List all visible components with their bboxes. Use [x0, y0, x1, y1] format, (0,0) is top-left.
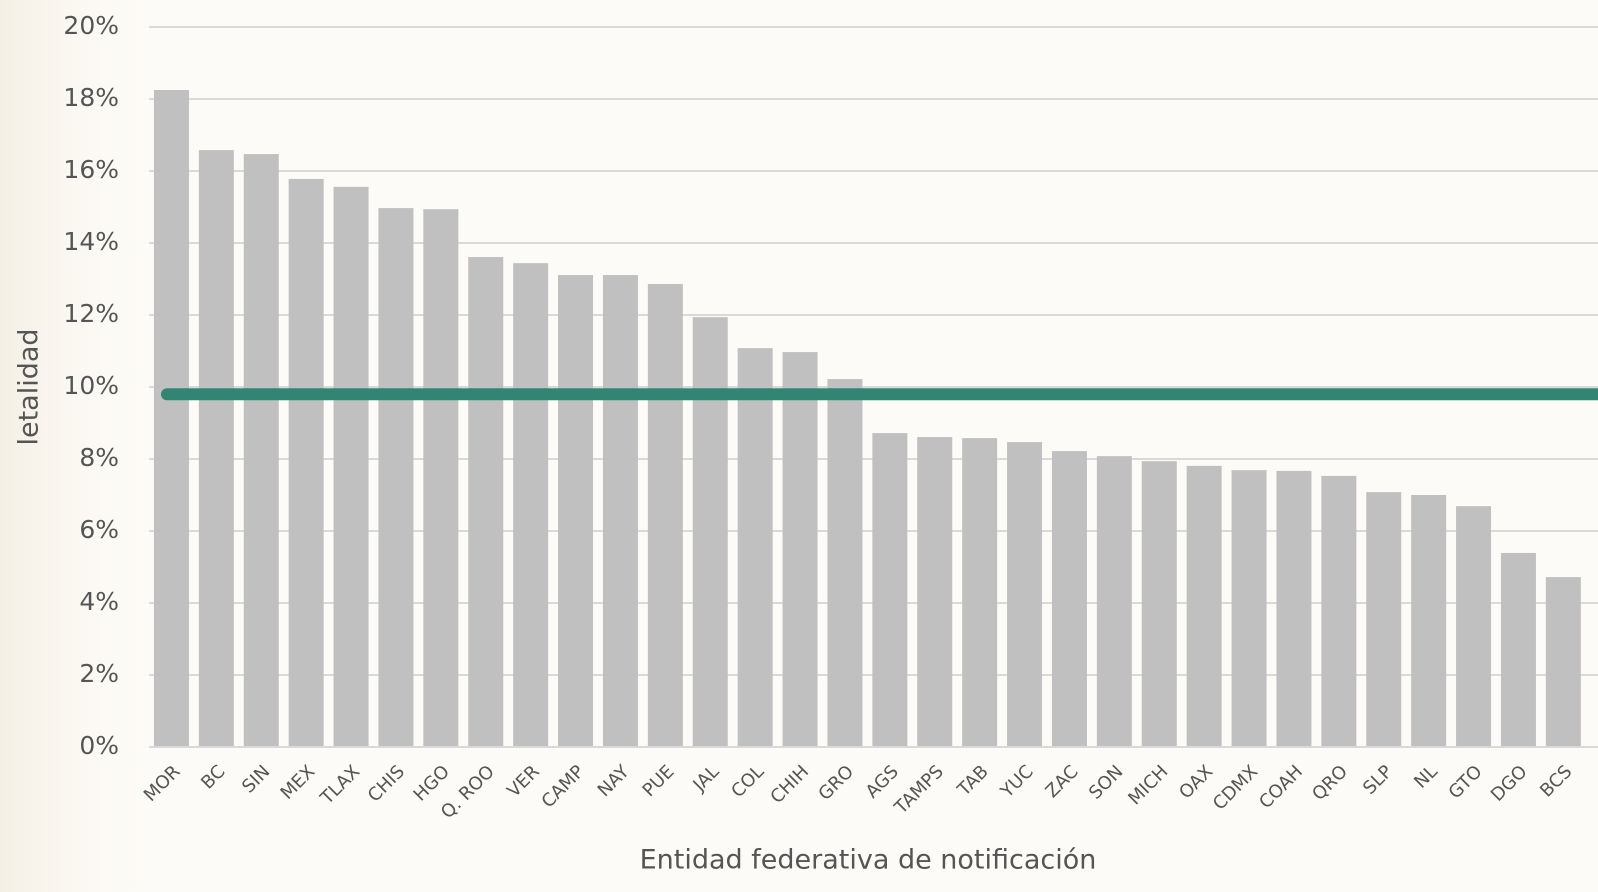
x-tick-label: QRO	[1308, 761, 1352, 805]
y-tick-label: 10%	[63, 371, 119, 400]
bar	[243, 154, 279, 747]
bar	[962, 438, 998, 747]
x-tick-label: VER	[503, 761, 543, 801]
background-decoration	[0, 0, 160, 892]
x-tick-label: CDMX	[1209, 761, 1262, 814]
y-tick-label: 14%	[63, 227, 119, 256]
x-tick-label: PUE	[639, 761, 679, 801]
y-tick-label: 20%	[63, 11, 119, 40]
bar	[333, 186, 369, 748]
bar	[1321, 475, 1357, 747]
y-tick-label: 8%	[79, 443, 119, 472]
bar	[1186, 465, 1222, 747]
bar	[872, 433, 908, 747]
x-tick-label: BCS	[1536, 761, 1576, 801]
bar	[558, 275, 594, 747]
x-tick-label: CAMP	[538, 761, 589, 812]
bar	[827, 379, 863, 747]
x-tick-label: TAMPS	[890, 761, 948, 819]
bar	[513, 263, 549, 747]
bar	[737, 348, 773, 747]
bar	[1141, 461, 1177, 747]
bar	[647, 284, 683, 747]
x-tick-label: ZAC	[1042, 761, 1083, 802]
bar	[198, 150, 234, 747]
x-tick-label: GRO	[814, 761, 858, 805]
y-tick-label: 2%	[79, 659, 119, 688]
bar	[1276, 470, 1312, 747]
y-tick-label: 16%	[63, 155, 119, 184]
bar	[1411, 495, 1447, 747]
bar	[423, 209, 459, 747]
y-tick-label: 12%	[63, 299, 119, 328]
y-tick-label: 4%	[79, 587, 119, 616]
bar	[153, 90, 189, 747]
x-tick-label: SLP	[1359, 761, 1397, 799]
y-tick-label: 0%	[79, 731, 119, 760]
bar	[917, 437, 953, 747]
x-tick-label: SON	[1085, 761, 1127, 803]
x-axis-title: Entidad federativa de notificación	[640, 845, 1097, 876]
x-tick-label: DGO	[1487, 761, 1532, 806]
x-tick-label: SIN	[238, 761, 274, 797]
bar	[692, 317, 728, 747]
x-tick-label: BC	[197, 761, 229, 793]
x-tick-label: NAY	[594, 761, 635, 802]
x-tick-label: COAH	[1255, 761, 1307, 813]
bar	[782, 352, 818, 747]
x-tick-label: TLAX	[316, 761, 364, 809]
x-tick-label: MEX	[277, 761, 320, 804]
x-tick-label: JAL	[688, 761, 723, 796]
bar	[1096, 456, 1132, 747]
bar	[1456, 506, 1492, 747]
bar	[1366, 492, 1402, 747]
x-tick-label: YUC	[996, 761, 1038, 803]
y-tick-label: 6%	[79, 515, 119, 544]
x-tick-label: CHIS	[364, 761, 409, 806]
bar	[288, 178, 324, 748]
x-tick-label: GTO	[1445, 761, 1487, 803]
bar	[1231, 470, 1267, 747]
bar	[468, 257, 504, 747]
bar	[1545, 577, 1581, 747]
bar	[602, 275, 638, 747]
y-tick-label: 18%	[63, 83, 119, 112]
bar	[378, 208, 414, 747]
y-axis-title: letalidad	[14, 328, 45, 445]
bar	[1051, 451, 1087, 747]
x-tick-label: CHIH	[766, 761, 813, 808]
x-tick-label: COL	[727, 761, 768, 802]
bar	[1500, 552, 1536, 747]
x-tick-label: NL	[1410, 761, 1441, 792]
x-tick-label: MICH	[1124, 761, 1172, 809]
bar	[1007, 442, 1043, 747]
x-tick-label: TAB	[953, 761, 993, 801]
